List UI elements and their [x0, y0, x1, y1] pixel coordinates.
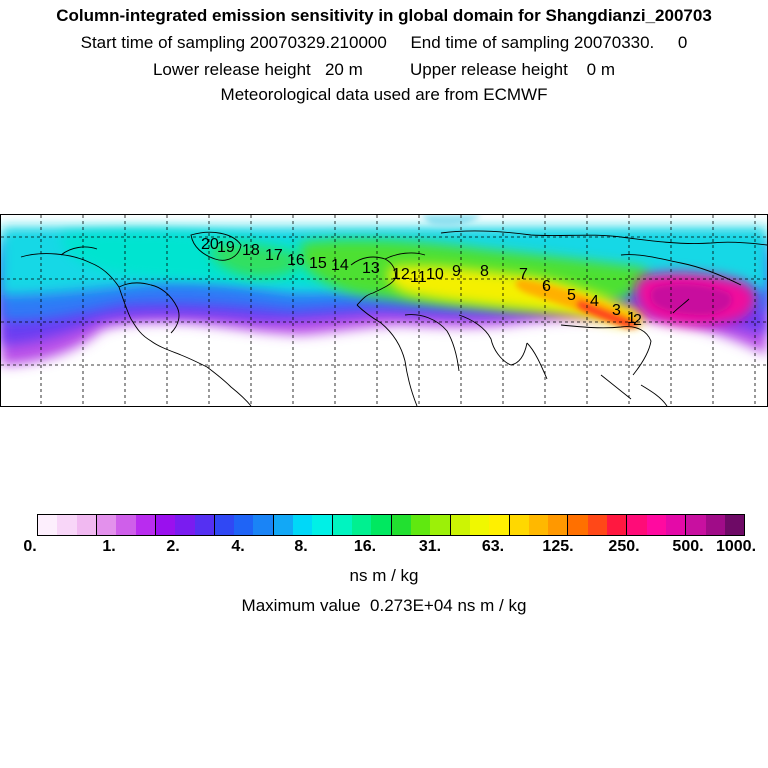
- trajectory-label: 19: [217, 239, 235, 256]
- colorbar-cell: [57, 515, 77, 535]
- trajectory-label: 18: [242, 242, 260, 259]
- colorbar-cell: [390, 515, 411, 535]
- colorbar-tick-label: 2.: [166, 538, 180, 555]
- trajectory-labels: 1 2 3 4 5 6 7 8 9 10 11 12 13 14 15 16 1…: [201, 236, 642, 329]
- colorbar-cell: [587, 515, 608, 535]
- colorbar-cell: [724, 515, 745, 535]
- sensitivity-field: [1, 215, 767, 365]
- trajectory-label: 14: [331, 257, 349, 274]
- colorbar-cell: [312, 515, 332, 535]
- colorbar-cell: [449, 515, 470, 535]
- colorbar-cell: [76, 515, 96, 535]
- colorbar-cell: [528, 515, 549, 535]
- colorbar-cell: [430, 515, 450, 535]
- colorbar-tick-label: 250.: [608, 538, 640, 555]
- coastlines: [20, 230, 767, 406]
- colorbar-cell: [607, 515, 627, 535]
- colorbar-tick-label: 8.: [294, 538, 308, 555]
- colorbar-tick-label: 500.: [672, 538, 704, 555]
- trajectory-label: 1: [627, 310, 636, 327]
- plot-title: Column-integrated emission sensitivity i…: [56, 6, 712, 25]
- colorbar-tick-label: 16.: [353, 538, 377, 555]
- colorbar-cell: [293, 515, 313, 535]
- colorbar-cell: [705, 515, 725, 535]
- colorbar-cell: [508, 515, 529, 535]
- colorbar-cell: [469, 515, 490, 535]
- trajectory-label: 9: [452, 263, 461, 280]
- colorbar-cell: [213, 515, 235, 535]
- trajectory-label: 11: [410, 269, 427, 286]
- release-height-line: Lower release height 20 m Upper release …: [152, 60, 616, 79]
- colorbar-cell: [234, 515, 254, 535]
- trajectory-label: 3: [612, 302, 621, 319]
- colorbar-cell: [371, 515, 391, 535]
- trajectory-label: 16: [287, 252, 305, 269]
- trajectory-label: 5: [567, 287, 576, 304]
- colorbar-cell: [154, 515, 176, 535]
- colorbar-cell: [175, 515, 195, 535]
- trajectory-label: 15: [309, 255, 327, 272]
- trajectory-label: 6: [542, 278, 551, 295]
- colorbar-cell: [666, 515, 686, 535]
- colorbar-cell: [567, 515, 588, 535]
- colorbar-tick-label: 1.: [102, 538, 116, 555]
- colorbar-cell: [253, 515, 273, 535]
- trajectory-label: 12: [392, 266, 410, 283]
- trajectory-label: 2: [633, 312, 642, 329]
- colorbar-tick-label: 125.: [542, 538, 574, 555]
- colorbar-cell: [685, 515, 706, 535]
- colorbar-tick-label: 0.: [23, 538, 37, 555]
- graticule: [1, 215, 767, 406]
- colorbar-tick-label: 1000.: [715, 538, 757, 555]
- colorbar-cell: [272, 515, 294, 535]
- sensitivity-map: 1 2 3 4 5 6 7 8 9 10 11 12 13 14 15 16 1…: [0, 214, 768, 407]
- colorbar-cell: [489, 515, 509, 535]
- colorbar-cell: [331, 515, 352, 535]
- colorbar-cell: [116, 515, 136, 535]
- colorbar-tick-label: 4.: [231, 538, 245, 555]
- trajectory-label: 13: [362, 260, 380, 277]
- trajectory-label: 20: [201, 236, 219, 253]
- colorbar-cell: [352, 515, 372, 535]
- trajectory-label: 10: [426, 266, 444, 283]
- colorbar-ticks: 0. 1. 2. 4. 8. 16. 31. 63. 125. 250. 500…: [0, 538, 768, 558]
- colorbar-tick-label: 63.: [481, 538, 505, 555]
- colorbar-cell: [646, 515, 666, 535]
- colorbar-tick-label: 31.: [418, 538, 442, 555]
- colorbar-cell: [626, 515, 647, 535]
- trajectory-label: 4: [590, 293, 599, 310]
- colorbar-cell: [38, 515, 58, 535]
- met-data-line: Meteorological data used are from ECMWF: [220, 85, 548, 104]
- colorbar-cell: [95, 515, 117, 535]
- colorbar-cell: [135, 515, 155, 535]
- colorbar: [37, 514, 745, 536]
- trajectory-label: 8: [480, 263, 489, 280]
- sampling-time-line: Start time of sampling 20070329.210000 E…: [80, 33, 688, 52]
- colorbar-cell: [194, 515, 214, 535]
- colorbar-cell: [548, 515, 568, 535]
- trajectory-label: 7: [519, 266, 528, 283]
- colorbar-cell: [410, 515, 431, 535]
- colorbar-units: ns m / kg: [349, 566, 419, 585]
- trajectory-label: 17: [265, 247, 283, 264]
- maximum-value-text: Maximum value 0.273E+04 ns m / kg: [241, 596, 527, 615]
